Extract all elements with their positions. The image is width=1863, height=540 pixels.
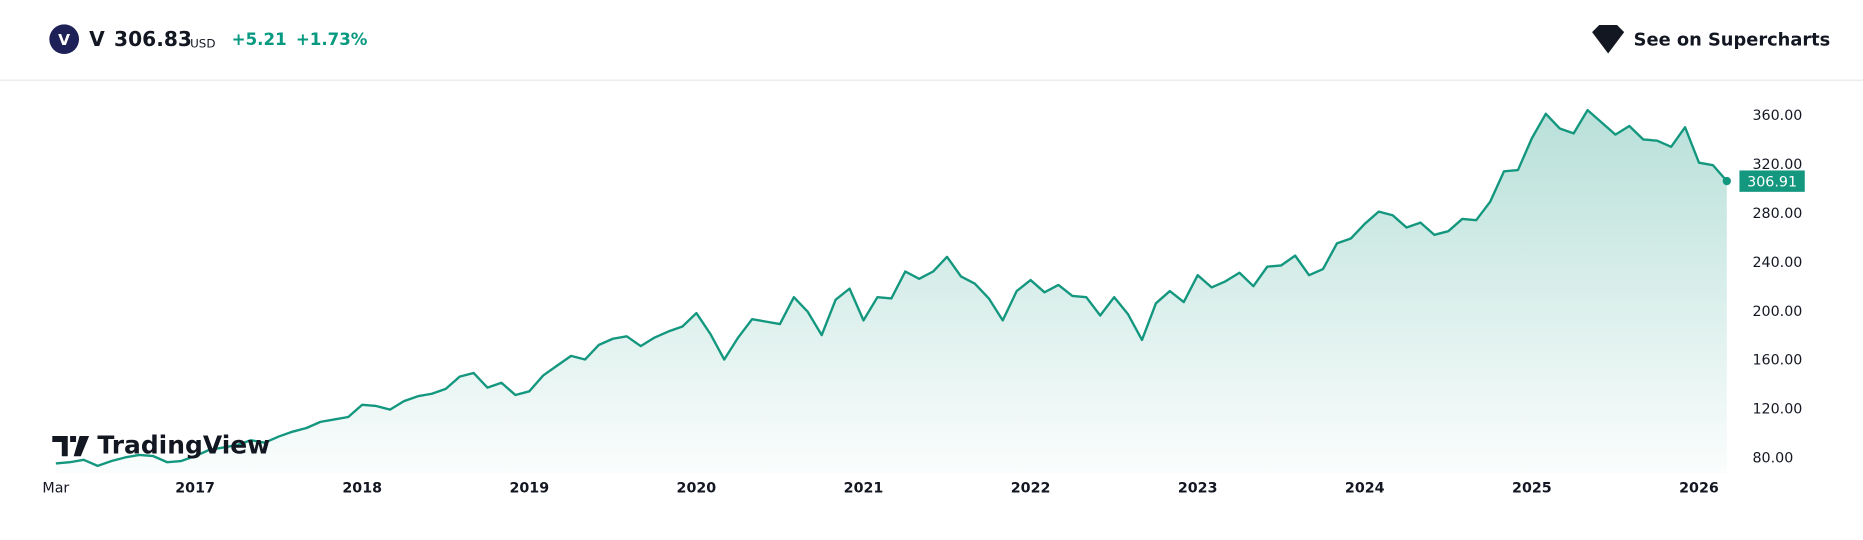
x-tick-label: 2019 — [509, 480, 549, 496]
y-tick-label: 320.00 — [1752, 157, 1802, 173]
x-tick-label: 2022 — [1011, 480, 1051, 496]
y-tick-label: 240.00 — [1752, 255, 1802, 271]
symbol: V — [89, 27, 105, 51]
y-tick-label: 280.00 — [1752, 206, 1802, 222]
y-tick-label: 120.00 — [1752, 402, 1802, 418]
last-price-badge — [1739, 170, 1805, 192]
x-tick-label: 2023 — [1178, 480, 1218, 496]
x-tick-label: 2017 — [175, 480, 215, 496]
supercharts-link[interactable]: See on Supercharts — [1592, 24, 1831, 54]
y-tick-label: 80.00 — [1752, 451, 1793, 467]
watermark-text: TradingView — [97, 431, 270, 460]
x-tick-label: 2020 — [677, 480, 717, 496]
change: +5.21 — [232, 30, 287, 49]
supercharts-icon — [1592, 24, 1625, 54]
y-tick-label: 200.00 — [1752, 304, 1802, 320]
area-fill — [55, 110, 1727, 473]
price-line — [55, 108, 1728, 468]
x-tick-label: 2021 — [844, 480, 884, 496]
symbol-logo-letter: V — [58, 31, 70, 49]
supercharts-text: See on Supercharts — [1634, 29, 1831, 50]
watermark-icon — [52, 436, 90, 457]
x-tick-label: 2026 — [1679, 480, 1719, 496]
last-price-label: 306.91 — [1747, 174, 1797, 190]
y-tick-label: 360.00 — [1752, 108, 1802, 124]
symbol-logo — [49, 24, 80, 55]
watermark: TradingView — [52, 431, 270, 460]
price: 306.83 — [114, 27, 192, 51]
y-tick-label: 160.00 — [1752, 353, 1802, 369]
last-point — [1722, 176, 1731, 186]
x-tick-label: 2024 — [1345, 480, 1385, 496]
x-tick-label: 2018 — [342, 480, 382, 496]
currency: USD — [190, 36, 215, 50]
change-percent: +1.73% — [296, 30, 368, 49]
x-tick-label: 2025 — [1512, 480, 1552, 496]
x-tick-label: Mar — [42, 480, 69, 496]
